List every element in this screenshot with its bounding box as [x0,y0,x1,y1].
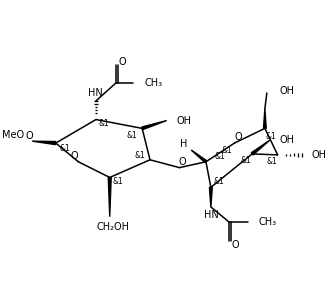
Text: O: O [25,131,33,141]
Text: MeO: MeO [2,130,25,140]
Text: &1: &1 [127,131,138,140]
Polygon shape [32,141,56,145]
Text: CH₃: CH₃ [259,217,277,227]
Text: OH: OH [280,86,295,96]
Text: &1: &1 [112,177,123,186]
Polygon shape [264,109,266,128]
Text: OH: OH [280,135,295,145]
Text: O: O [70,151,78,161]
Text: &1: &1 [214,152,225,161]
Polygon shape [142,121,167,130]
Text: O: O [234,132,242,142]
Text: OH: OH [312,150,327,160]
Text: &1: &1 [266,132,276,141]
Polygon shape [108,178,111,217]
Text: &1: &1 [99,119,109,128]
Polygon shape [251,140,270,155]
Text: O: O [179,157,186,167]
Text: HN: HN [204,210,219,220]
Text: CH₂OH: CH₂OH [96,222,129,232]
Text: &1: &1 [266,157,277,166]
Text: &1: &1 [213,177,224,186]
Text: OH: OH [176,116,191,126]
Polygon shape [191,150,207,163]
Text: &1: &1 [221,146,232,155]
Text: O: O [119,57,126,67]
Text: O: O [231,240,239,250]
Polygon shape [209,187,212,207]
Text: H: H [180,139,187,149]
Text: HN: HN [88,88,103,98]
Text: &1: &1 [59,145,70,154]
Text: &1: &1 [135,151,146,160]
Text: &1: &1 [241,156,252,165]
Text: CH₃: CH₃ [144,78,162,88]
